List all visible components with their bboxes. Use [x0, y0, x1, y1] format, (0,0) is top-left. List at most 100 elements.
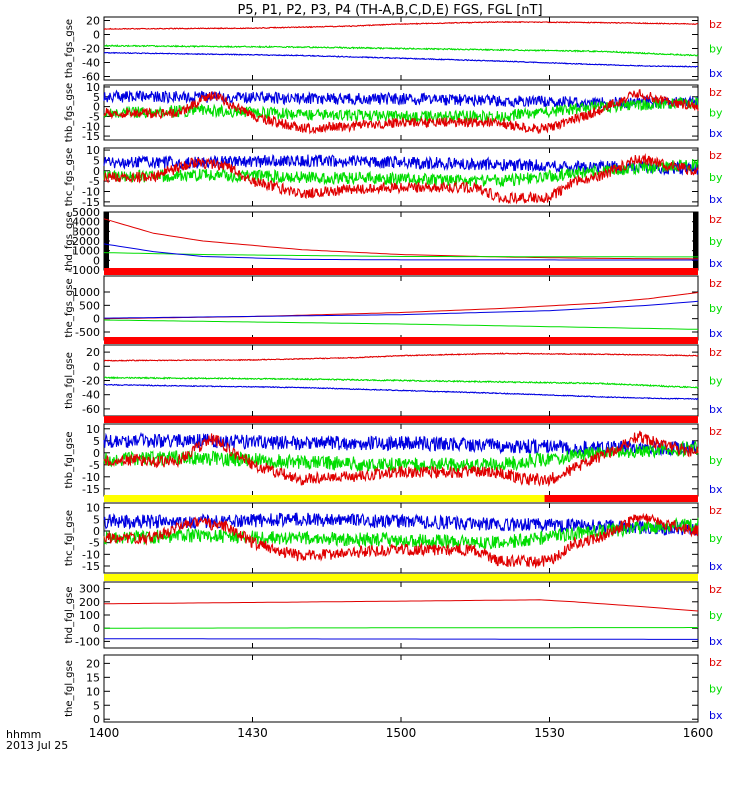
- series-bx: [104, 300, 699, 319]
- status-bar: [544, 495, 698, 502]
- series-bx: [103, 89, 699, 110]
- y-tick-label: 0: [93, 101, 100, 114]
- x-tick-label: 1600: [683, 726, 714, 740]
- x-axis-label: hhmm: [6, 728, 41, 741]
- legend-by: by: [709, 43, 723, 56]
- legend-bx: bx: [709, 257, 723, 270]
- x-tick-label: 1500: [386, 726, 417, 740]
- y-axis-label: thc_fgl_gse: [64, 510, 75, 566]
- y-tick-label: -500: [75, 326, 100, 339]
- y-tick-label: -15: [82, 560, 100, 573]
- y-tick-label: 5: [93, 91, 100, 104]
- series-by: [104, 627, 698, 629]
- y-tick-label: 2000: [72, 235, 100, 248]
- legend-bx: bx: [709, 709, 723, 722]
- status-bar: [104, 416, 698, 423]
- series-bz: [103, 599, 699, 612]
- y-tick-label: 10: [86, 423, 100, 436]
- series-bz: [103, 88, 699, 135]
- x-tick-label: 1530: [534, 726, 565, 740]
- y-tick-label: 500: [79, 299, 100, 312]
- panel-frame: [103, 211, 699, 271]
- legend-bz: bz: [709, 18, 722, 31]
- series-bx: [103, 431, 699, 457]
- y-tick-label: -60: [82, 71, 100, 84]
- legend-by: by: [709, 171, 723, 184]
- legend-bz: bz: [709, 86, 722, 99]
- y-tick-label: -40: [82, 57, 100, 70]
- series-by: [103, 376, 699, 390]
- y-axis-label: thd_fgl_gse: [64, 587, 75, 644]
- y-tick-label: 5: [93, 513, 100, 526]
- y-tick-label: -100: [75, 635, 100, 648]
- panel-frame: [103, 654, 699, 723]
- y-tick-label: 10: [86, 502, 100, 515]
- y-tick-label: -5: [89, 110, 100, 123]
- series-bx: [103, 154, 699, 176]
- series-bz: [103, 352, 699, 362]
- y-tick-label: -10: [82, 186, 100, 199]
- legend-bx: bx: [709, 67, 723, 80]
- chart-title: P5, P1, P2, P3, P4 (TH-A,B,C,D,E) FGS, F…: [237, 3, 542, 18]
- y-tick-label: -15: [82, 196, 100, 209]
- y-axis-label: thb_fgs_gse: [64, 83, 75, 142]
- y-tick-label: 5: [93, 154, 100, 167]
- edge-block-right: [693, 212, 698, 270]
- legend-bz: bz: [709, 656, 722, 669]
- legend-bx: bx: [709, 127, 723, 140]
- y-tick-label: -5: [89, 175, 100, 188]
- y-tick-label: 1000: [72, 245, 100, 258]
- y-tick-label: 5: [93, 699, 100, 712]
- y-tick-label: 0: [93, 525, 100, 538]
- y-axis-label: tha_fgs_gse: [64, 19, 75, 78]
- y-tick-label: 0: [93, 29, 100, 42]
- series-bz: [103, 218, 698, 260]
- legend-bz: bz: [709, 213, 722, 226]
- y-tick-label: 0: [93, 713, 100, 726]
- series-bz: [103, 430, 699, 488]
- y-tick-label: 200: [79, 596, 100, 609]
- series-bx: [103, 243, 698, 261]
- legend-by: by: [709, 107, 723, 120]
- legend-bx: bx: [709, 560, 723, 573]
- series-by: [103, 319, 699, 330]
- y-tick-label: -5: [89, 459, 100, 472]
- y-axis-label: thc_fgs_gse: [64, 148, 75, 207]
- y-tick-label: 10: [86, 144, 100, 157]
- legend-bx: bx: [709, 327, 723, 340]
- panel-6: 200 -20-40-60 tha_fgl_gse bz by bx: [64, 337, 723, 417]
- y-axis-label: thd_fgs_gse: [64, 211, 75, 270]
- legend-bx: bx: [709, 193, 723, 206]
- y-tick-label: -10: [82, 120, 100, 133]
- status-bar: [104, 337, 698, 344]
- y-tick-label: 1000: [72, 286, 100, 299]
- y-tick-label: 20: [86, 15, 100, 28]
- y-tick-label: 4000: [72, 216, 100, 229]
- y-tick-label: 5000: [72, 206, 100, 219]
- legend-bz: bz: [709, 149, 722, 162]
- legend-by: by: [709, 454, 723, 467]
- legend-bz: bz: [709, 346, 722, 359]
- legend-bx: bx: [709, 635, 723, 648]
- status-bar: [104, 268, 698, 275]
- y-axis-label: the_fgs_gse: [64, 278, 75, 337]
- y-tick-label: 0: [93, 622, 100, 635]
- y-tick-label: 100: [79, 609, 100, 622]
- y-tick-label: -20: [82, 43, 100, 56]
- legend-by: by: [709, 532, 723, 545]
- y-tick-label: -40: [82, 389, 100, 402]
- x-axis: 1400 1430 1500 1530 1600: [89, 726, 714, 740]
- series-bz: [104, 20, 699, 30]
- legend-bz: bz: [709, 504, 722, 517]
- y-tick-label: -15: [82, 130, 100, 143]
- x-axis-date: 2013 Jul 25: [6, 739, 68, 752]
- y-tick-label: 5: [93, 435, 100, 448]
- legend-bx: bx: [709, 483, 723, 496]
- y-tick-label: 3000: [72, 225, 100, 238]
- y-tick-label: -60: [82, 403, 100, 416]
